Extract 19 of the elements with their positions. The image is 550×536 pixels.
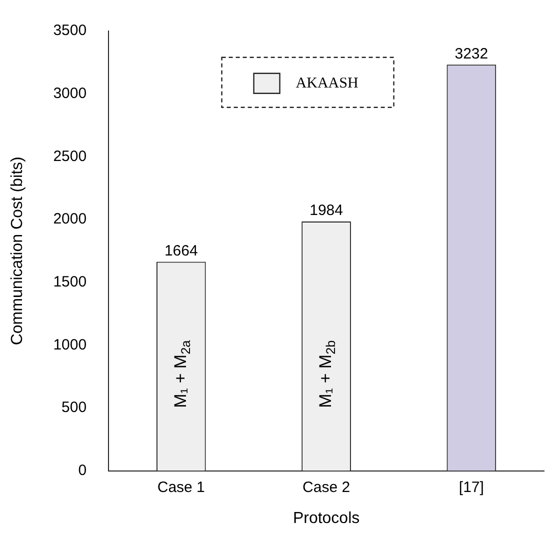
annotation: M₁ + M2a — [170, 339, 193, 408]
y-tick-label: 2000 — [53, 210, 87, 228]
data-label: 3232 — [454, 45, 488, 62]
y-axis-title: Communication Cost (bits) — [9, 156, 26, 346]
x-tick-label: Case 2 — [302, 478, 350, 496]
y-tick-label: 1500 — [53, 273, 87, 290]
data-label: 1984 — [310, 202, 343, 220]
y-tick-label: 0 — [78, 462, 87, 479]
y-tick-label: 3500 — [53, 22, 87, 40]
y-tick-label: 1000 — [53, 336, 87, 354]
y-tick-label: 3000 — [53, 84, 87, 102]
y-tick-label: 500 — [62, 399, 87, 416]
x-tick-label: [17] — [458, 478, 484, 496]
y-tick-label: 2500 — [53, 148, 87, 165]
x-tick-label: Case 1 — [157, 478, 205, 496]
x-axis-title: Protocols — [292, 510, 360, 527]
legend-label: AKAASH — [296, 75, 358, 92]
annotation: M₁ + M2b — [316, 340, 338, 408]
data-label: 1664 — [164, 242, 198, 260]
